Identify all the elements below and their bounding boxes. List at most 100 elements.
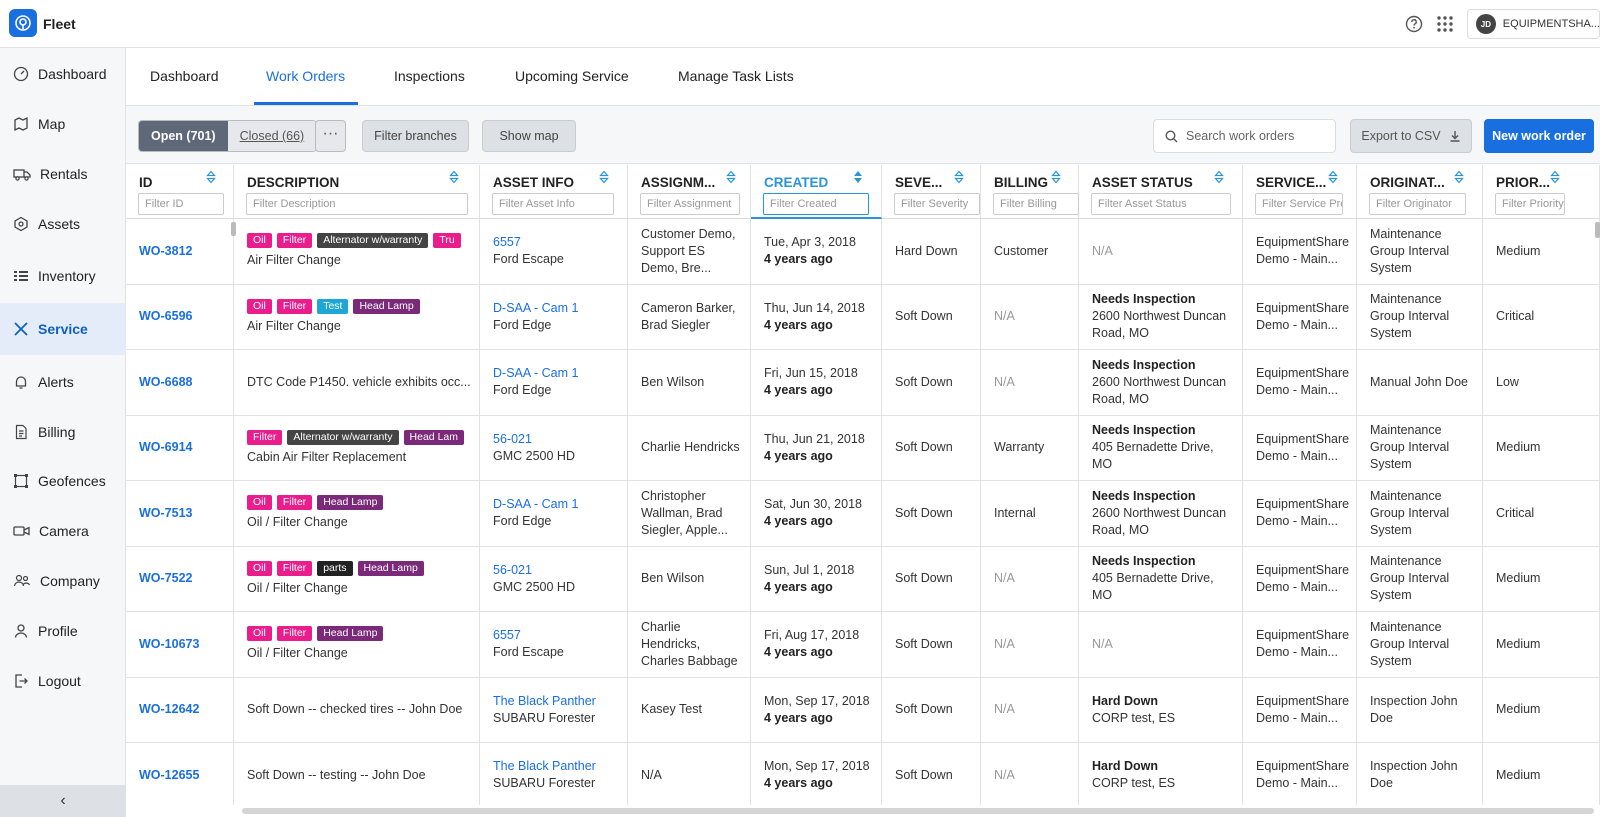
sidebar-item-map[interactable]: Map [0,98,126,150]
asset-link[interactable]: 56-021 [493,431,532,446]
column-filter-input[interactable]: Filter Service Prov [1255,193,1343,215]
sidebar-item-assets[interactable]: Assets [0,198,126,250]
more-options-button[interactable]: ··· [315,120,346,152]
billing-cell: N/A [981,546,1079,612]
created-relative: 4 years ago [764,317,833,332]
billing-text: Warranty [994,440,1045,455]
sort-icon[interactable] [1214,170,1224,185]
search-input[interactable]: Search work orders [1153,119,1336,153]
new-work-order-button[interactable]: New work order [1484,119,1594,153]
filter-branches-button[interactable]: Filter branches [362,120,469,152]
work-order-link[interactable]: WO-12655 [139,767,200,782]
asset-link[interactable]: D-SAA - Cam 1 [493,300,579,315]
column-filter-input[interactable]: Filter Priority [1495,193,1565,215]
column-filter-input[interactable]: Filter Description [246,193,468,215]
column-filter-input[interactable]: Filter Asset Info [492,193,614,215]
tab-work-orders[interactable]: Work Orders [266,68,346,84]
help-icon[interactable] [1405,15,1423,36]
horizontal-scrollbar[interactable] [242,808,1594,814]
account-menu[interactable]: JD EQUIPMENTSHA... [1467,9,1600,39]
work-order-link[interactable]: WO-7522 [139,571,193,586]
column-filter-input[interactable]: Filter Billing [993,193,1079,215]
column-header-service-provider[interactable]: SERVICE... Filter Service Prov [1243,165,1357,219]
asset-link[interactable]: The Black Panther [493,693,596,708]
severity-text: Soft Down [895,440,953,455]
asset-link[interactable]: 6557 [493,628,521,643]
asset-link[interactable]: 56-021 [493,562,532,577]
column-header-asset-status[interactable]: ASSET STATUS Filter Asset Status [1079,165,1243,219]
sidebar-item-logout[interactable]: Logout [0,655,126,707]
sort-icon[interactable] [726,170,736,185]
asset-link[interactable]: D-SAA - Cam 1 [493,366,579,381]
sort-icon[interactable] [954,170,964,185]
sort-icon[interactable] [1454,170,1464,185]
app-grid-icon[interactable] [1436,15,1454,36]
sidebar-item-camera[interactable]: Camera [0,505,126,557]
column-header-id[interactable]: ID Filter ID [126,165,234,219]
vertical-scrollbar[interactable] [1595,222,1600,238]
column-filter-input[interactable]: Filter Originator [1369,193,1466,215]
sidebar-item-rentals[interactable]: Rentals [0,148,126,200]
map-icon [13,116,29,132]
sidebar-collapse-button[interactable]: ‹ [0,785,126,817]
work-order-link[interactable]: WO-3812 [139,243,193,258]
column-header-asset-info[interactable]: ASSET INFO Filter Asset Info [480,165,628,219]
billing-cell: Warranty [981,415,1079,481]
created-date: Fri, Aug 17, 2018 [764,628,860,643]
closed-filter-button[interactable]: Closed (66) [227,121,317,151]
severity-text: Soft Down [895,374,953,389]
sidebar-item-dashboard[interactable]: Dashboard [0,48,126,100]
asset-link[interactable]: 6557 [493,235,521,250]
column-filter-input[interactable]: Filter Asset Status [1091,193,1231,215]
sort-icon[interactable] [206,170,216,185]
column-filter-input[interactable]: Filter Assignment [640,193,740,215]
column-filter-input[interactable]: Filter ID [138,193,224,215]
list-icon [13,268,29,284]
work-order-link[interactable]: WO-12642 [139,702,200,717]
description-scrollbar[interactable] [231,222,236,236]
sidebar-item-profile[interactable]: Profile [0,605,126,657]
work-order-link[interactable]: WO-10673 [139,636,200,651]
column-header-description[interactable]: DESCRIPTION Filter Description [234,165,480,219]
column-header-billing[interactable]: BILLING Filter Billing [981,165,1079,219]
sidebar-item-alerts[interactable]: Alerts [0,356,126,408]
sidebar-item-inventory[interactable]: Inventory [0,250,126,302]
export-csv-button[interactable]: Export to CSV [1350,119,1472,153]
sort-icon[interactable] [1328,170,1338,185]
sidebar-item-service[interactable]: Service [0,303,126,355]
assignment-cell: Christopher Wallman, Brad Siegler, Apple… [628,481,751,547]
sidebar-item-billing[interactable]: Billing [0,406,126,458]
show-map-button[interactable]: Show map [482,120,576,152]
column-header-created[interactable]: CREATED Filter Created [751,165,882,219]
tab-dashboard[interactable]: Dashboard [150,68,219,84]
tab-manage-task-lists[interactable]: Manage Task Lists [678,68,794,84]
sidebar-item-geofences[interactable]: Geofences [0,455,126,507]
column-filter-input[interactable]: Filter Created [763,193,869,215]
sort-icon[interactable] [599,170,609,185]
tag-badge: parts [317,560,353,576]
tab-upcoming-service[interactable]: Upcoming Service [515,68,629,84]
sort-icon[interactable] [1550,170,1560,185]
severity-text: Soft Down [895,636,953,651]
column-header-priority[interactable]: PRIOR... Filter Priority [1483,165,1600,219]
work-order-link[interactable]: WO-6914 [139,440,193,455]
sidebar-item-company[interactable]: Company [0,555,126,607]
work-order-link[interactable]: WO-6596 [139,309,193,324]
fleet-logo-icon[interactable] [9,9,37,37]
avatar: JD [1476,14,1496,34]
asset-link[interactable]: D-SAA - Cam 1 [493,497,579,512]
column-header-severity[interactable]: SEVE... Filter Severity [882,165,981,219]
asset-link[interactable]: The Black Panther [493,759,596,774]
sort-icon[interactable] [449,170,459,185]
column-header-originator[interactable]: ORIGINAT... Filter Originator [1357,165,1483,219]
work-order-link[interactable]: WO-6688 [139,374,193,389]
sidebar [0,48,126,817]
open-filter-button[interactable]: Open (701) [139,121,228,151]
column-filter-input[interactable]: Filter Severity [894,193,980,215]
sort-icon[interactable] [1051,170,1061,185]
column-header-assignment[interactable]: ASSIGNM... Filter Assignment [628,165,751,219]
work-order-link[interactable]: WO-7513 [139,505,193,520]
sort-icon[interactable] [853,170,863,185]
tab-inspections[interactable]: Inspections [394,68,465,84]
billing-text: N/A [994,702,1015,717]
